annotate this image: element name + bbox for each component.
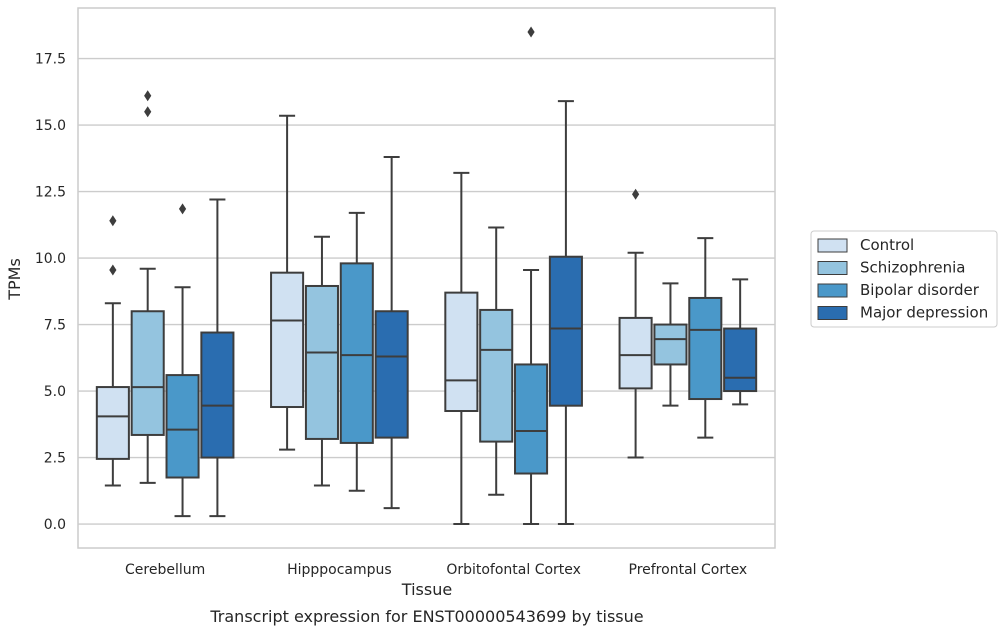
box-group — [688, 237, 723, 439]
x-tick-labels: Cerebellum Hipppocampus Orbitofontal Corte… — [125, 562, 747, 578]
box — [130, 310, 165, 436]
y-tick-label: 0.0 — [44, 517, 66, 533]
box — [514, 363, 549, 475]
box-group — [374, 155, 409, 510]
box-group — [618, 188, 653, 459]
box-group — [653, 282, 688, 407]
legend-frame — [810, 230, 998, 328]
y-tick-label: 15.0 — [35, 118, 66, 134]
y-tick-label: 10.0 — [35, 251, 66, 267]
box — [270, 271, 305, 409]
box — [374, 310, 409, 439]
box-group — [130, 90, 165, 484]
x-tick-label: Cerebellum — [125, 562, 205, 578]
box — [723, 327, 758, 393]
legend-label: Bipolar disorder — [860, 281, 980, 299]
outlier-point — [144, 90, 152, 102]
box — [688, 296, 723, 401]
legend-label: Schizophrenia — [860, 259, 965, 277]
y-tick-label: 2.5 — [44, 451, 66, 467]
legend-swatch — [817, 283, 848, 298]
outlier-point — [109, 264, 117, 276]
legend: Control Schizophrenia Bipolar disorder Majo… — [810, 230, 998, 328]
box — [444, 291, 479, 413]
box — [618, 316, 653, 390]
box — [339, 262, 374, 444]
box — [165, 374, 200, 479]
x-tick-label: Orbitofontal Cortex — [446, 562, 581, 578]
plot-frame — [77, 7, 776, 549]
legend-label: Major depression — [860, 304, 988, 322]
y-tick-label: 17.5 — [35, 52, 66, 68]
outlier-point — [632, 188, 640, 200]
legend-swatch — [817, 261, 848, 275]
y-tick-labels: 0.0 2.5 5.0 7.5 10.0 12.5 15.0 17.5 — [35, 52, 66, 534]
chart-caption: Transcript expression for ENST0000054369… — [209, 607, 643, 626]
legend-swatch — [817, 238, 848, 253]
legend-label: Control — [860, 236, 914, 254]
outlier-point — [527, 26, 535, 38]
box-group — [514, 26, 549, 526]
box — [95, 386, 130, 460]
box-group — [723, 278, 758, 406]
outlier-point — [144, 106, 152, 118]
y-tick-label: 5.0 — [44, 384, 66, 400]
outlier-point — [109, 215, 117, 227]
x-axis-label: Tissue — [401, 580, 452, 599]
box-group — [339, 211, 374, 492]
box — [200, 331, 235, 459]
legend-items: Control Schizophrenia Bipolar disorder Majo… — [817, 236, 988, 322]
box-group — [548, 100, 583, 526]
box — [304, 284, 339, 440]
box — [653, 323, 688, 366]
box-group — [444, 171, 479, 526]
y-tick-label: 12.5 — [35, 185, 66, 201]
y-tick-label: 7.5 — [44, 318, 66, 334]
y-axis-label: TPMs — [5, 258, 24, 301]
box-group — [270, 114, 305, 451]
box-group — [200, 198, 235, 518]
box-group — [95, 215, 130, 487]
x-tick-label: Hipppocampus — [287, 562, 392, 578]
boxes — [95, 26, 758, 526]
legend-swatch — [817, 306, 848, 320]
box — [548, 255, 583, 407]
box — [479, 308, 514, 443]
box-group — [479, 226, 514, 496]
outlier-point — [178, 203, 187, 215]
box-group — [165, 203, 200, 518]
box-group — [304, 235, 339, 487]
x-tick-label: Prefrontal Cortex — [629, 562, 748, 578]
